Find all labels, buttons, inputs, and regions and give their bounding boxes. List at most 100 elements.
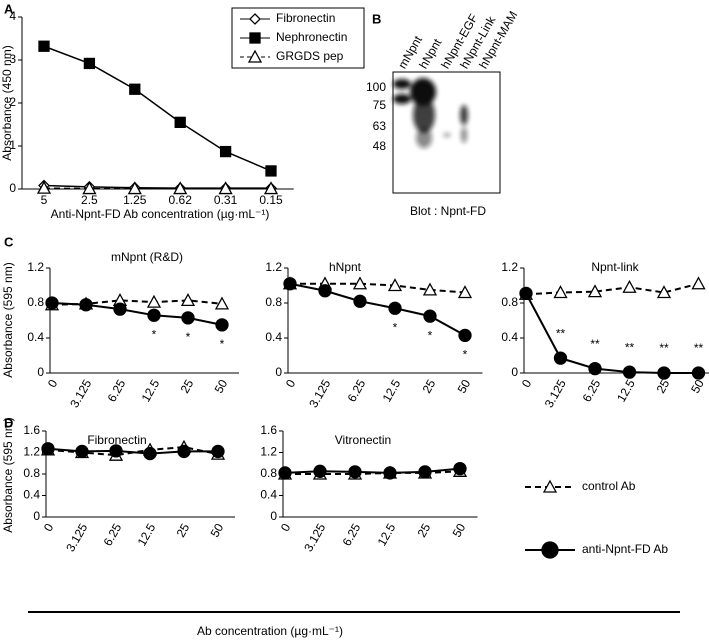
- point: [553, 285, 568, 299]
- point: [109, 444, 123, 458]
- blot: [392, 71, 501, 194]
- significance: **: [659, 341, 669, 355]
- significance: **: [556, 326, 566, 340]
- x-tick-label: 3.125: [301, 521, 328, 554]
- point: [348, 465, 362, 479]
- series-line: [284, 467, 461, 474]
- x-tick-label: 25: [420, 377, 439, 396]
- chart: 0 0.4 0.8 1.2 1.6 0 3.125 6.25 12.5 25 50 Vitronect…: [260, 423, 668, 559]
- y-tick-label: 0: [275, 365, 282, 379]
- significance: *: [393, 320, 398, 334]
- legend-label: anti-Npnt-FD Ab: [582, 542, 668, 556]
- x-tick-label: 6.25: [340, 521, 364, 549]
- x-tick-label: 12.5: [614, 377, 638, 405]
- point: [36, 180, 52, 194]
- point: [418, 465, 432, 479]
- y-axis-label: Absorbance (450 nm): [0, 45, 14, 160]
- legend-label: GRGDS pep: [276, 49, 344, 63]
- point: [541, 541, 559, 559]
- chart: 0 0.4 0.8 1.2 1.6 0 3.125 6.25 12.5 25 50 Fibronect…: [1, 417, 235, 554]
- point: [75, 444, 89, 459]
- x-tick-label: 0.15: [259, 193, 283, 207]
- y-tick-label: 0.4: [23, 488, 40, 502]
- point: [622, 365, 637, 379]
- y-axis-label: Absorbance (595 nm): [1, 417, 15, 532]
- point: [265, 165, 277, 177]
- y-tick-label: 0.8: [23, 466, 40, 480]
- point: [263, 181, 279, 195]
- x-tick-label: 0: [41, 521, 57, 534]
- mw-marker: 100: [366, 80, 386, 94]
- series-line: [525, 282, 699, 296]
- x-axis-label: Ab concentration (µg·mL⁻¹): [197, 624, 343, 638]
- y-tick-label: 0.4: [265, 330, 282, 344]
- y-tick-label: 0.4: [501, 330, 518, 344]
- chart-title: Npnt-link: [591, 260, 639, 274]
- x-tick-label: 25: [178, 377, 197, 396]
- y-tick-label: 0.4: [260, 488, 277, 502]
- y-tick-label: 1.2: [265, 260, 282, 274]
- y-tick-label: 0: [37, 365, 44, 379]
- significance: *: [428, 328, 433, 342]
- legend-label: control Ab: [582, 479, 636, 493]
- x-tick-label: 50: [212, 377, 231, 396]
- chart: 0 0.4 0.8 1.2 0 3.125 6.25 12.5 25 50 hNpnt * * *: [265, 260, 483, 410]
- point: [247, 49, 263, 63]
- mw-marker: 75: [373, 98, 387, 112]
- point: [423, 309, 437, 323]
- x-axis-label: Anti-Npnt-FD Ab concentration (µg·mL⁻¹): [51, 207, 270, 221]
- mw-marker: 48: [373, 139, 387, 153]
- series-line: [51, 299, 223, 306]
- point: [181, 311, 195, 325]
- panel-label: C: [4, 234, 14, 249]
- point: [38, 40, 50, 52]
- series-line: [525, 292, 699, 374]
- x-tick-label: 0.31: [214, 193, 238, 207]
- y-tick-label: 1.2: [27, 260, 44, 274]
- point: [353, 294, 367, 308]
- panel-label: B: [372, 11, 381, 26]
- y-tick-label: 1: [9, 138, 16, 152]
- point: [218, 181, 233, 195]
- x-tick-label: 50: [455, 377, 474, 396]
- y-tick-label: 0.8: [27, 295, 44, 309]
- x-tick-label: 6.25: [345, 377, 369, 405]
- point: [587, 284, 603, 298]
- point: [113, 302, 127, 316]
- x-tick-label: 50: [208, 521, 227, 540]
- series-line: [51, 302, 223, 326]
- x-tick-label: 25: [415, 521, 434, 540]
- significance: *: [463, 348, 468, 362]
- point: [174, 116, 186, 128]
- significance: *: [220, 337, 225, 351]
- x-tick-label: 12.5: [135, 521, 159, 549]
- x-tick-label: 3.125: [306, 377, 333, 410]
- y-tick-label: 1.2: [260, 445, 277, 459]
- x-tick-label: 12.5: [375, 521, 399, 549]
- point: [318, 284, 332, 298]
- point: [215, 318, 229, 332]
- point: [146, 294, 162, 308]
- point: [83, 57, 96, 70]
- point: [143, 446, 157, 461]
- chart-title: Fibronectin: [87, 433, 146, 447]
- significance: *: [152, 327, 157, 341]
- point: [211, 444, 225, 459]
- y-axis-label: Absorbance (595 nm): [1, 262, 15, 377]
- y-tick-label: 4: [9, 9, 16, 23]
- x-tick-label: 3.125: [542, 377, 569, 410]
- point: [249, 13, 261, 25]
- significance: **: [625, 340, 635, 354]
- x-tick-label: 0.62: [169, 193, 193, 207]
- y-tick-label: 0: [9, 181, 16, 195]
- point: [283, 277, 297, 291]
- x-tick-label: 6.25: [101, 521, 125, 549]
- chart: 0 1 2 3 4 5 2.5 1.25 0.62 0.31 0.15 Absorbance (450…: [0, 7, 365, 221]
- point: [542, 479, 558, 493]
- x-tick-label: 12.5: [139, 377, 163, 405]
- point: [387, 278, 403, 292]
- point: [147, 308, 161, 322]
- point: [82, 181, 97, 195]
- point: [352, 276, 368, 290]
- point: [214, 296, 230, 310]
